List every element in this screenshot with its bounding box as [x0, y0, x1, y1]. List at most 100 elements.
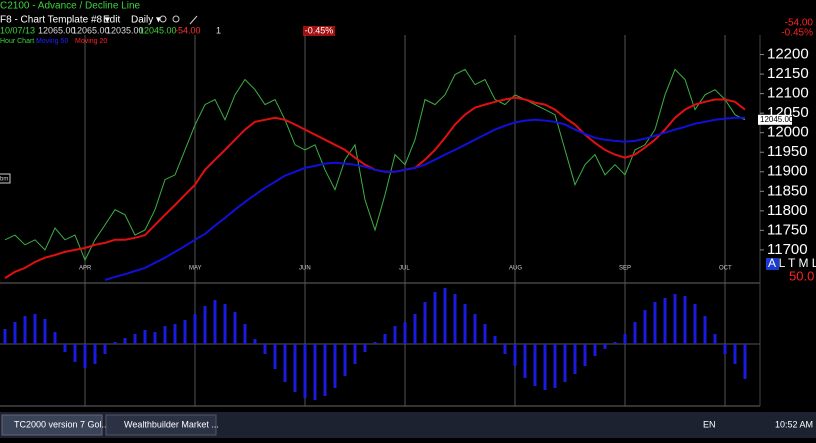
y-tick-label: 12200 — [767, 46, 809, 63]
bar — [273, 344, 277, 369]
bar — [183, 320, 187, 344]
bar — [543, 344, 547, 390]
x-tick-label: MAY — [189, 266, 202, 272]
left-tag: bm — [0, 177, 8, 183]
bar — [603, 344, 607, 349]
task-button[interactable] — [1, 414, 103, 436]
x-tick-label: SEP — [619, 266, 631, 272]
bar — [423, 302, 427, 344]
bar — [623, 334, 627, 344]
bar — [693, 304, 697, 344]
x-tick-label: OCT — [719, 266, 732, 272]
window-title: C2100 - Advance / Decline Line — [0, 1, 141, 12]
bar — [653, 302, 657, 344]
bar — [503, 344, 507, 354]
bar — [563, 344, 567, 382]
bar — [493, 336, 497, 344]
bar — [263, 344, 267, 354]
bar — [333, 344, 337, 388]
bar — [103, 344, 107, 354]
taskbar: TC2000 version 7 Gol... Wealthbuilder Ma… — [0, 412, 816, 438]
bar — [393, 326, 397, 344]
legend-chart: Hour Chart : — [0, 38, 38, 45]
alert-box — [766, 258, 779, 270]
alert-label: A L T M L — [768, 256, 816, 270]
bar — [353, 344, 357, 364]
bar — [633, 322, 637, 344]
legend-ma-short: Moving 20 — [75, 38, 107, 45]
bar — [523, 344, 527, 378]
quote-date: 10/07/13 — [0, 25, 35, 35]
bar — [663, 298, 667, 344]
period-menu[interactable]: Daily ▾ — [131, 15, 161, 26]
bar — [573, 344, 577, 374]
pct-badge — [303, 26, 335, 36]
series-line — [104, 116, 745, 281]
bar — [193, 314, 197, 344]
bar — [583, 344, 587, 366]
bar — [723, 344, 727, 354]
bar — [743, 344, 747, 379]
bar — [643, 310, 647, 344]
bar — [123, 338, 127, 344]
bar — [403, 322, 407, 344]
quote-high: 12065.00 — [72, 25, 110, 35]
y-tick-label: 12000 — [767, 124, 809, 141]
bar — [473, 314, 477, 344]
toolbar-icons — [159, 15, 198, 25]
draw-tool[interactable] — [189, 15, 198, 25]
bar — [53, 332, 57, 344]
bar — [303, 344, 307, 398]
task-label: TC2000 version 7 Gol... — [14, 419, 109, 429]
quote-change: -54.00 — [175, 25, 201, 35]
edit-button[interactable]: Edit — [103, 15, 120, 26]
quote-low: 12035.00 — [106, 25, 144, 35]
bar — [383, 334, 387, 344]
bar — [153, 332, 157, 344]
y-tick-label: 11900 — [767, 163, 808, 180]
zoom-in[interactable] — [159, 15, 167, 23]
right-change: -54.00 — [785, 18, 814, 29]
alert-value: 50.0 — [789, 268, 814, 283]
language: EN — [703, 419, 716, 429]
quote-change-pct: -0.45% — [305, 25, 334, 35]
task-button[interactable] — [105, 414, 217, 436]
y-tick-label: 11700 — [767, 241, 808, 258]
bar — [173, 324, 177, 344]
bar — [323, 344, 327, 396]
bar — [713, 334, 717, 344]
bar — [363, 344, 367, 352]
bar — [513, 344, 517, 366]
task-label: Wealthbuilder Market ... — [124, 419, 219, 429]
quote-close: 12045.00 — [139, 25, 177, 35]
right-pct: -0.45% — [781, 28, 813, 39]
x-tick-label: JUN — [299, 266, 311, 272]
bar — [283, 344, 287, 382]
bar — [673, 294, 677, 344]
template-menu[interactable]: F8 - Chart Template #8 ▾ — [0, 15, 110, 26]
bar — [733, 344, 737, 364]
bar — [43, 319, 47, 344]
y-tick-label: 11800 — [767, 202, 808, 219]
bar — [313, 344, 317, 400]
bar — [253, 339, 257, 344]
y-tick-label: 12150 — [767, 65, 809, 82]
clock: 10:52 AM — [775, 419, 813, 429]
bar — [83, 344, 87, 368]
bar — [533, 344, 537, 386]
x-tick-label: APR — [79, 266, 92, 272]
bar — [443, 288, 447, 344]
last-price-tag: 12045.00 — [760, 115, 794, 124]
bar — [143, 330, 147, 344]
bar — [73, 344, 77, 362]
bar — [483, 324, 487, 344]
bar — [93, 344, 97, 364]
bar — [233, 312, 237, 344]
series-line — [4, 68, 746, 262]
bar — [243, 324, 247, 344]
bar — [163, 326, 167, 344]
zoom-out[interactable] — [172, 15, 180, 23]
bar — [203, 306, 207, 344]
bar — [133, 334, 137, 344]
